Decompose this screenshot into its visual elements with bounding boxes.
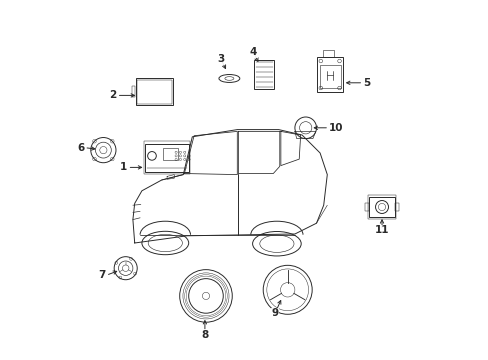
Text: 4: 4 xyxy=(249,47,257,57)
Bar xyxy=(365,203,368,211)
Bar xyxy=(135,78,173,105)
Bar xyxy=(322,50,333,57)
Text: 11: 11 xyxy=(374,225,388,235)
Bar xyxy=(368,197,394,217)
Text: 2: 2 xyxy=(109,90,117,100)
Text: 10: 10 xyxy=(328,123,343,133)
Bar xyxy=(145,144,188,172)
Bar xyxy=(317,57,343,91)
Bar xyxy=(254,59,274,89)
Text: 7: 7 xyxy=(98,270,106,280)
Text: 6: 6 xyxy=(77,143,84,153)
Bar xyxy=(367,195,396,219)
Text: 1: 1 xyxy=(120,162,127,172)
Text: 5: 5 xyxy=(363,78,370,88)
Bar xyxy=(163,148,178,161)
Text: 8: 8 xyxy=(201,330,208,340)
Text: 3: 3 xyxy=(217,54,224,64)
Bar xyxy=(143,141,190,174)
Text: 9: 9 xyxy=(271,308,278,318)
Bar xyxy=(394,203,398,211)
Bar xyxy=(131,86,135,97)
Bar xyxy=(137,80,171,104)
Bar xyxy=(319,65,340,88)
